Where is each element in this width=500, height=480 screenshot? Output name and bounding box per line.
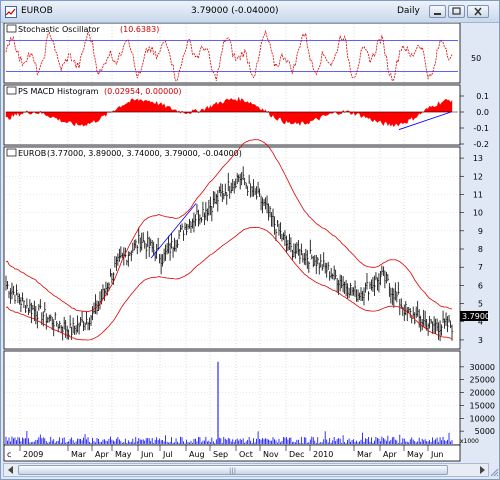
date-label: Apr <box>95 450 110 459</box>
macd-tick-label: 0.1 <box>476 92 489 101</box>
lower-band-line <box>5 226 453 341</box>
maximize-icon <box>452 7 461 15</box>
volume-axis: 5000 10000 15000 20000 25000 30000 <box>460 363 495 436</box>
date-label: Dec <box>289 450 304 459</box>
chart-area[interactable]: Stochastic Oscillator (10.6383) PS MACD … <box>1 23 499 463</box>
macd-tick-label: -0.2 <box>473 140 489 149</box>
scrollbar-thumb[interactable]: ||| <box>18 465 448 475</box>
date-label: Mar <box>71 450 87 459</box>
volume-tick-label: 5000 <box>475 427 495 436</box>
volume-tick-label: 30000 <box>470 363 495 372</box>
macd-label: PS MACD Histogram <box>18 87 99 96</box>
volume-tick-label: 25000 <box>470 376 495 385</box>
date-label: Apr <box>383 450 398 459</box>
stochastic-header: Stochastic Oscillator (10.6383) <box>6 24 159 34</box>
price-axis: 3 4 5 6 7 8 9 10 11 12 13 <box>460 154 483 345</box>
scroll-right-icon[interactable] <box>476 465 488 475</box>
minimize-button[interactable] <box>429 5 446 18</box>
date-label: Aug <box>189 450 205 459</box>
price-trendline <box>150 203 197 259</box>
date-label: Jul <box>162 450 173 459</box>
upper-band-line <box>5 139 453 312</box>
close-icon <box>474 7 482 16</box>
close-button[interactable] <box>467 5 489 18</box>
stochastic-panel[interactable] <box>3 23 461 84</box>
price-tick-label: 7 <box>478 263 483 272</box>
price-value: (3.77000, 3.89000, 3.74000, 3.79000, -0.… <box>47 149 242 158</box>
date-label: May <box>407 450 424 459</box>
macd-value: (0.02954, 0.00000) <box>104 87 182 96</box>
price-tick-label: 8 <box>478 245 483 254</box>
stochastic-label: Stochastic Oscillator <box>18 25 100 34</box>
price-header: EUROB (3.77000, 3.89000, 3.74000, 3.7900… <box>6 148 242 158</box>
window-symbol: EUROB <box>21 6 53 16</box>
price-tick-label: 5 <box>478 300 483 309</box>
date-label: 2010 <box>313 450 333 459</box>
window-period[interactable]: Daily <box>397 6 420 16</box>
stochastic-value: (10.6383) <box>120 25 159 34</box>
date-label: Sep <box>213 450 228 459</box>
last-price-label: 3.7900 <box>462 312 490 321</box>
window-quote: 3.79000 (-0.04000) <box>191 6 279 16</box>
price-tick-label: 12 <box>473 172 483 181</box>
price-tick-label: 4 <box>478 318 483 327</box>
date-label: May <box>115 450 132 459</box>
macd-axis: 0.1 0.0 -0.1 -0.2 <box>460 92 489 149</box>
grip-icon: ||| <box>229 467 237 475</box>
scroll-left-icon[interactable] <box>5 465 17 475</box>
macd-tick-label: 0.0 <box>476 108 489 117</box>
macd-trendline <box>398 111 452 131</box>
stochastic-series <box>5 29 458 82</box>
price-panel[interactable] <box>3 146 461 350</box>
stochastic-tick-50: 50 <box>471 54 481 63</box>
volume-tick-label: 10000 <box>470 414 495 423</box>
maximize-button[interactable] <box>448 5 465 18</box>
macd-series <box>5 96 458 131</box>
date-label: Jun <box>430 450 444 459</box>
volume-multiplier: x1000 <box>460 438 479 445</box>
stochastic-line <box>5 29 453 82</box>
date-axis <box>3 444 461 462</box>
resize-grip-icon[interactable] <box>489 467 499 477</box>
price-tick-label: 13 <box>473 154 483 163</box>
date-label: Nov <box>263 450 279 459</box>
price-tick-label: 9 <box>478 227 483 236</box>
price-tick-label: 6 <box>478 281 483 290</box>
macd-header: PS MACD Histogram (0.02954, 0.00000) <box>6 86 182 96</box>
date-label: c <box>7 450 11 459</box>
price-series <box>5 139 454 342</box>
macd-tick-label: -0.1 <box>473 124 489 133</box>
horizontal-scrollbar[interactable]: ||| <box>3 463 489 477</box>
price-label: EUROB <box>18 149 46 158</box>
date-label: Mar <box>357 450 373 459</box>
price-tick-label: 11 <box>473 190 483 199</box>
price-tick-label: 3 <box>478 336 483 345</box>
price-tick-label: 10 <box>473 209 483 218</box>
date-labels: c 2009 Mar Apr May Jun Jul Aug Sep Oct Nov Dec 2010 M… <box>7 450 444 459</box>
chart-app-icon <box>5 6 17 18</box>
date-label: Jun <box>140 450 154 459</box>
date-label: Oct <box>239 450 253 459</box>
volume-series <box>5 361 453 444</box>
volume-tick-label: 15000 <box>470 401 495 410</box>
title-bar[interactable]: EUROB 3.79000 (-0.04000) Daily <box>1 1 499 23</box>
volume-tick-label: 20000 <box>470 389 495 398</box>
minimize-icon <box>434 13 441 15</box>
date-label: 2009 <box>23 450 43 459</box>
last-price-marker: 3.7900 <box>460 311 490 321</box>
volume-panel[interactable] <box>3 350 461 446</box>
